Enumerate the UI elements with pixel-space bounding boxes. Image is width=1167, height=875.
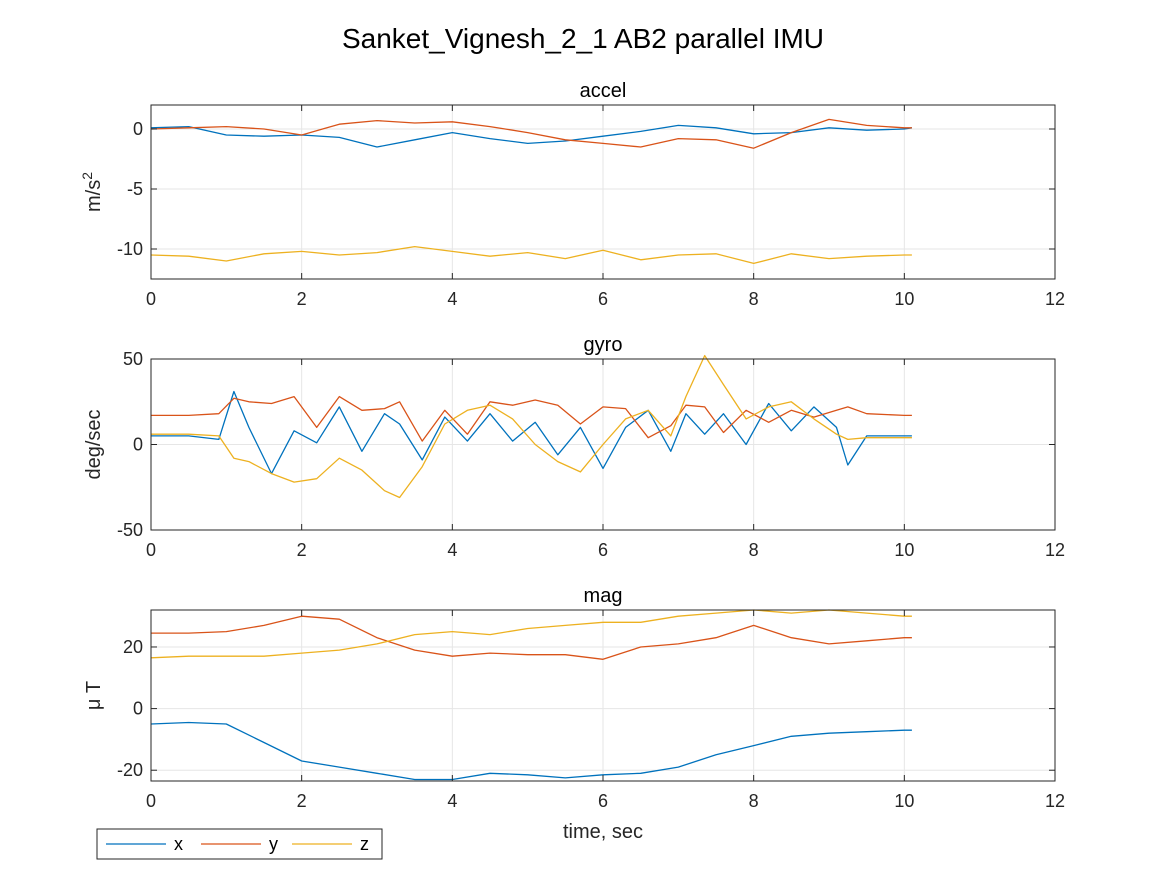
series-line-y xyxy=(151,615,912,660)
y-axis-label: μ T xyxy=(83,681,105,710)
y-tick-label: 20 xyxy=(123,637,143,657)
x-tick-label: 2 xyxy=(297,791,307,811)
x-tick-label: 4 xyxy=(447,289,457,309)
figure-title: Sanket_Vignesh_2_1 AB2 parallel IMU xyxy=(342,23,824,54)
x-tick-label: 6 xyxy=(598,289,608,309)
y-tick-label: 50 xyxy=(123,349,143,369)
series-line-x xyxy=(150,721,912,781)
series-line-z xyxy=(151,354,912,499)
x-tick-label: 8 xyxy=(749,289,759,309)
x-tick-label: 12 xyxy=(1045,289,1065,309)
legend-label-z: z xyxy=(360,834,369,854)
legend-label-y: y xyxy=(269,834,278,854)
x-tick-label: 8 xyxy=(749,791,759,811)
legend: x y z xyxy=(96,828,383,860)
y-tick-label: 0 xyxy=(133,435,143,455)
y-tick-label: 0 xyxy=(133,699,143,719)
x-tick-label: 4 xyxy=(447,791,457,811)
y-tick-label: -10 xyxy=(117,239,143,259)
y-tick-label: -5 xyxy=(127,179,143,199)
series-line-y xyxy=(150,118,912,149)
x-tick-label: 4 xyxy=(447,540,457,560)
series-line-y xyxy=(151,395,912,442)
x-tick-label: 2 xyxy=(297,289,307,309)
series-line-z xyxy=(150,609,912,659)
series-line-x xyxy=(151,390,912,475)
x-tick-label: 10 xyxy=(894,289,914,309)
x-tick-label: 0 xyxy=(146,540,156,560)
subplot-title: accel xyxy=(580,80,627,102)
subplot-title: gyro xyxy=(584,334,623,356)
x-tick-label: 0 xyxy=(146,791,156,811)
x-tick-label: 12 xyxy=(1045,540,1065,560)
subplot-title: mag xyxy=(584,585,623,607)
y-tick-label: -20 xyxy=(117,760,143,780)
x-tick-label: 10 xyxy=(894,791,914,811)
series-line-z xyxy=(150,245,912,265)
x-tick-label: 10 xyxy=(894,540,914,560)
x-axis-label: time, sec xyxy=(563,821,643,843)
legend-label-x: x xyxy=(174,834,183,854)
y-axis-label-superscript: 2 xyxy=(79,172,95,180)
x-tick-label: 12 xyxy=(1045,791,1065,811)
series-line-x xyxy=(150,124,913,148)
y-tick-label: -50 xyxy=(117,520,143,540)
x-tick-label: 8 xyxy=(749,540,759,560)
x-tick-label: 6 xyxy=(598,791,608,811)
x-tick-label: 0 xyxy=(146,289,156,309)
y-tick-label: 0 xyxy=(133,119,143,139)
x-tick-label: 6 xyxy=(598,540,608,560)
x-tick-label: 2 xyxy=(297,540,307,560)
y-axis-label: deg/sec xyxy=(83,409,105,479)
